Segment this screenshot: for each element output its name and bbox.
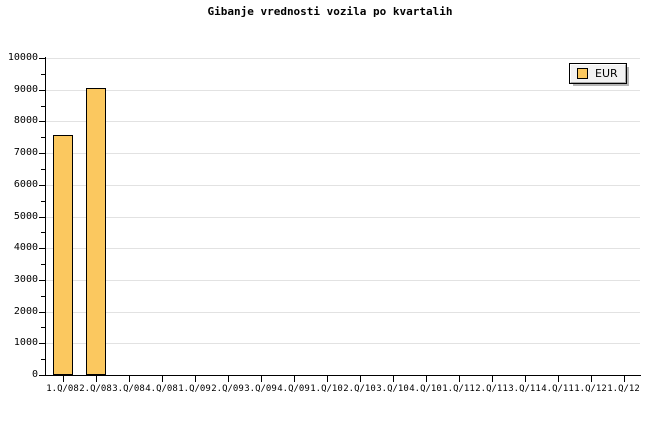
gridline bbox=[46, 216, 640, 218]
x-axis-tick bbox=[426, 376, 427, 382]
gridline bbox=[46, 343, 640, 345]
y-axis-line bbox=[45, 57, 46, 376]
y-axis-minor-tick bbox=[41, 359, 46, 361]
y-axis-minor-tick bbox=[41, 200, 46, 202]
y-axis-tick-label: 7000 bbox=[13, 147, 38, 159]
x-axis-tick bbox=[591, 376, 592, 382]
gridline bbox=[46, 279, 640, 281]
y-axis-minor-tick bbox=[41, 295, 46, 297]
y-axis-minor-tick bbox=[41, 105, 46, 107]
x-axis-tick-label: 1.Q/08 bbox=[46, 384, 79, 394]
y-axis-tick bbox=[39, 248, 46, 250]
x-axis-tick bbox=[459, 376, 460, 382]
x-axis-tick-label: 3.Q/08 bbox=[112, 384, 145, 394]
x-axis-tick bbox=[624, 376, 625, 382]
legend[interactable]: EUR bbox=[569, 63, 627, 84]
x-axis-tick-label: 1.Q/09 bbox=[178, 384, 211, 394]
y-axis-tick-label: 5000 bbox=[13, 210, 38, 222]
gridline bbox=[46, 311, 640, 313]
y-axis-minor-tick bbox=[41, 73, 46, 75]
bar[interactable] bbox=[86, 88, 106, 375]
y-axis-tick bbox=[39, 279, 46, 281]
y-axis-tick bbox=[39, 184, 46, 186]
x-axis-tick bbox=[525, 376, 526, 382]
x-axis-tick-label: 1.Q/12 bbox=[574, 384, 607, 394]
x-axis-tick bbox=[261, 376, 262, 382]
x-axis-tick bbox=[162, 376, 163, 382]
legend-label-eur: EUR bbox=[595, 67, 618, 80]
y-axis-tick-label: 9000 bbox=[13, 83, 38, 95]
y-axis-tick-label: 8000 bbox=[13, 115, 38, 127]
x-axis-tick-label: 3.Q/09 bbox=[244, 384, 277, 394]
x-axis-tick bbox=[228, 376, 229, 382]
y-axis-minor-tick bbox=[41, 137, 46, 139]
gridline bbox=[46, 89, 640, 91]
x-axis-tick-label: 3.Q/10 bbox=[376, 384, 409, 394]
y-axis-minor-tick bbox=[41, 232, 46, 234]
y-axis-tick-label: 0 bbox=[31, 369, 38, 380]
y-axis-tick bbox=[39, 375, 46, 376]
x-axis-tick bbox=[558, 376, 559, 382]
y-axis-tick-label: 2000 bbox=[13, 305, 38, 317]
y-axis-tick bbox=[39, 343, 46, 345]
y-axis-tick bbox=[39, 216, 46, 218]
x-axis-tick-label: 4.Q/09 bbox=[277, 384, 310, 394]
y-axis-tick bbox=[39, 311, 46, 313]
gridline bbox=[46, 153, 640, 155]
y-axis-tick-label: 4000 bbox=[13, 242, 38, 254]
x-axis-tick-label: 1.Q/11 bbox=[442, 384, 475, 394]
x-axis-tick-label: 2.Q/09 bbox=[211, 384, 244, 394]
legend-swatch-eur bbox=[577, 68, 588, 79]
x-axis-tick-label: 4.Q/10 bbox=[409, 384, 442, 394]
x-axis-tick bbox=[63, 376, 64, 382]
bar[interactable] bbox=[53, 135, 73, 375]
x-axis-tick bbox=[327, 376, 328, 382]
x-axis-line bbox=[45, 375, 641, 376]
x-axis-tick bbox=[360, 376, 361, 382]
y-axis-tick-label: 10000 bbox=[7, 52, 38, 63]
x-axis-tick-label: 1.Q/10 bbox=[310, 384, 343, 394]
y-axis-tick-label: 3000 bbox=[13, 273, 38, 285]
y-axis-tick bbox=[39, 89, 46, 91]
x-axis-tick bbox=[129, 376, 130, 382]
y-axis-minor-tick bbox=[41, 168, 46, 170]
x-axis-tick-label: 2.Q/11 bbox=[475, 384, 508, 394]
x-axis-tick-label: 2.Q/10 bbox=[343, 384, 376, 394]
x-axis-tick bbox=[393, 376, 394, 382]
y-axis-tick-label: 1000 bbox=[13, 337, 38, 349]
chart-title: Gibanje vrednosti vozila po kvartalih bbox=[207, 5, 453, 18]
x-axis-tick bbox=[294, 376, 295, 382]
x-axis-tick-label: 4.Q/08 bbox=[145, 384, 178, 394]
y-axis-tick bbox=[39, 153, 46, 155]
x-axis-tick-label: 2.Q/08 bbox=[79, 384, 112, 394]
x-axis-tick-label: 3.Q/11 bbox=[508, 384, 541, 394]
plot-area bbox=[46, 58, 640, 375]
y-axis-tick bbox=[39, 121, 46, 123]
y-axis-minor-tick bbox=[41, 264, 46, 266]
y-axis-labels: 0 1000 2000 3000 4000 5000 6000 7000 8000 9000 100… bbox=[0, 0, 46, 440]
gridline bbox=[46, 248, 640, 250]
y-axis-tick-label: 6000 bbox=[13, 178, 38, 190]
x-axis-tick bbox=[96, 376, 97, 382]
x-axis-tick bbox=[195, 376, 196, 382]
y-axis-minor-tick bbox=[41, 327, 46, 329]
y-axis-tick bbox=[39, 58, 46, 59]
x-axis-tick-label: 1.Q/12 bbox=[607, 384, 640, 394]
gridline bbox=[46, 58, 640, 59]
x-axis-tick-label: 4.Q/11 bbox=[541, 384, 574, 394]
x-axis-tick bbox=[492, 376, 493, 382]
gridline bbox=[46, 184, 640, 186]
gridline bbox=[46, 121, 640, 123]
